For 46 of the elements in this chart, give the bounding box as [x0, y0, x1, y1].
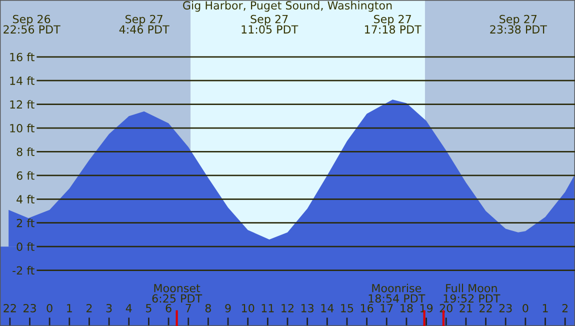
x-tick-label: 13: [301, 304, 314, 312]
y-tick-label: 16 ft: [10, 52, 34, 62]
x-tick-label: 22: [480, 304, 492, 312]
x-tick-label: 3: [106, 304, 112, 312]
y-tick-label: 14 ft: [10, 76, 34, 85]
chart-title: Gig Harbor, Puget Sound, Washington: [183, 0, 392, 12]
ref-line-label: Full Moon 19:52 PDT: [444, 284, 500, 303]
annotation: Sep 26 22:56 PDT: [4, 14, 60, 34]
y-tick-label: 6 ft: [16, 171, 34, 180]
x-tick-label: 8: [205, 304, 211, 312]
x-tick-label: 17: [380, 304, 393, 312]
annotation: Sep 27 17:18 PDT: [365, 14, 422, 34]
y-tick-label: 10 ft: [10, 124, 34, 132]
annotation: Sep 27 11:05 PDT: [242, 14, 298, 34]
y-tick-label: 2 ft: [16, 218, 34, 228]
ref-line-label: Moonrise 18:54 PDT: [368, 284, 426, 303]
x-tick-label: 6: [166, 304, 172, 312]
x-tick-label: 23: [499, 304, 512, 312]
ref-line-label: Moonset 6:25 PDT: [152, 284, 202, 303]
x-tick-label: 12: [282, 304, 294, 312]
y-tick-label: 8 ft: [16, 148, 34, 156]
x-tick-label: 21: [460, 304, 472, 312]
x-tick-label: 1: [67, 304, 72, 312]
y-tick-label: -2 ft: [12, 266, 34, 275]
x-tick-label: 14: [321, 304, 334, 312]
y-tick-label: 12 ft: [10, 100, 34, 109]
x-tick-label: 7: [186, 304, 191, 312]
x-tick-label: 16: [360, 304, 374, 312]
x-tick-label: 9: [225, 304, 231, 312]
x-tick-label: 5: [146, 304, 152, 312]
annotation: Sep 27 4:46 PDT: [119, 14, 170, 34]
x-tick-label: 22: [4, 304, 16, 312]
x-tick-label: 2: [86, 304, 92, 312]
x-tick-label: 18: [400, 304, 413, 312]
x-tick-label: 0: [522, 304, 528, 312]
annotation: Sep 27 23:38 PDT: [490, 14, 547, 34]
x-tick-label: 10: [242, 304, 254, 312]
y-tick-label: 4 ft: [16, 194, 34, 204]
x-tick-label: 15: [341, 304, 354, 312]
x-tick-label: 0: [46, 304, 52, 312]
x-tick-label: 23: [23, 304, 36, 312]
y-tick-label: 0 ft: [16, 242, 34, 251]
x-tick-label: 11: [262, 304, 274, 312]
x-tick-label: 2: [562, 304, 568, 312]
x-tick-label: 1: [542, 304, 548, 312]
x-tick-label: 4: [126, 304, 132, 312]
